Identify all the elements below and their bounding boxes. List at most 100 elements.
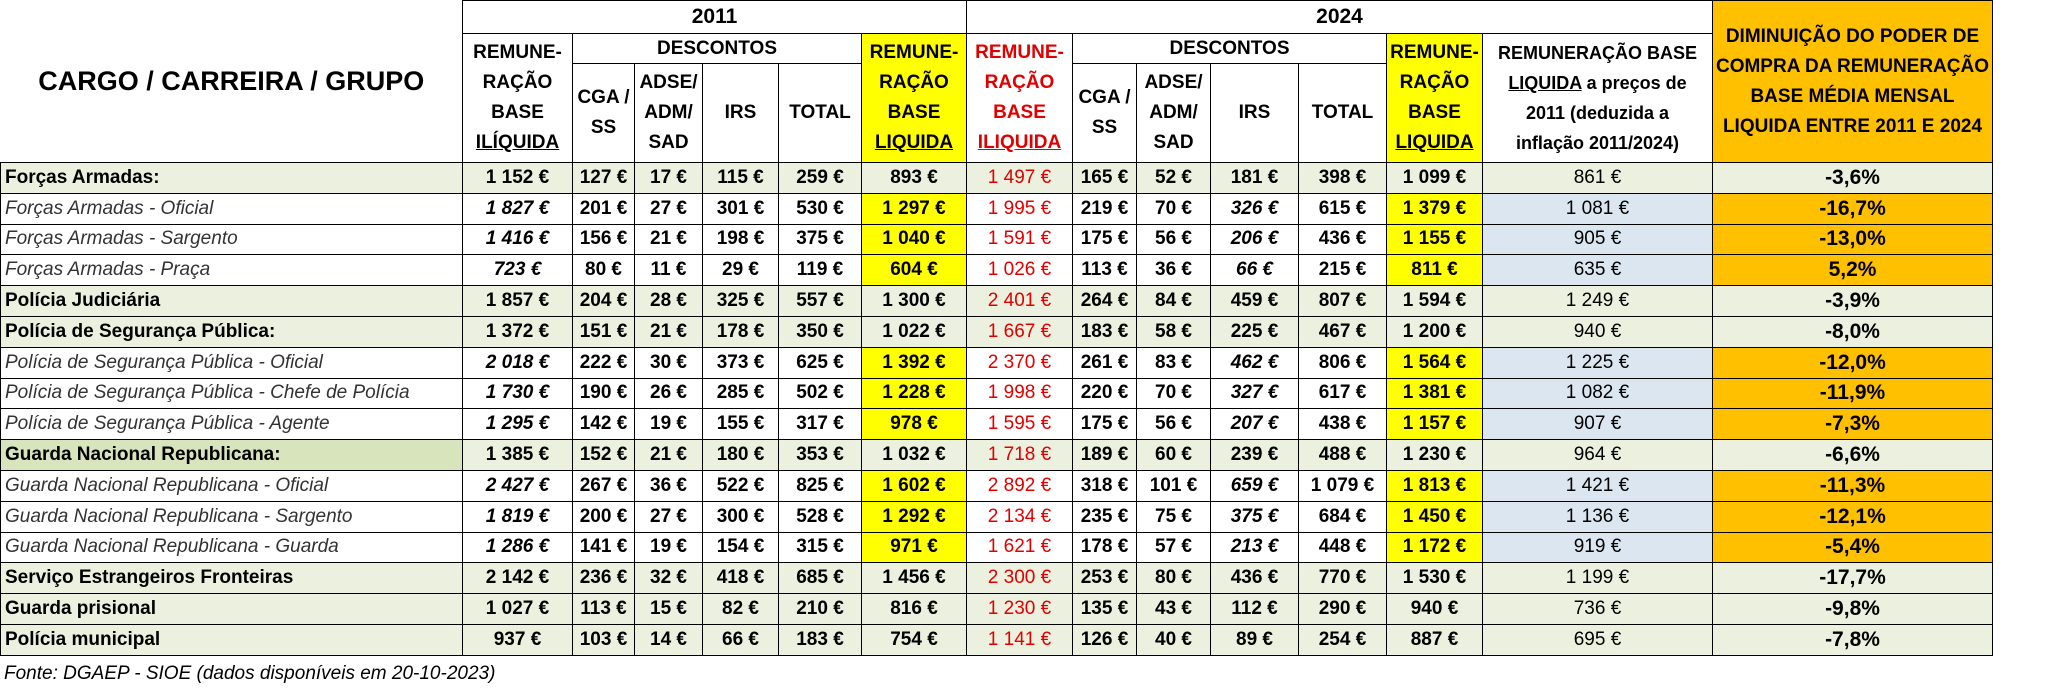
row-cell: 36 € <box>634 469 703 502</box>
row-cell: 488 € <box>1298 439 1387 471</box>
row-cell: 21 € <box>634 315 703 348</box>
row-cell: 604 € <box>861 254 967 287</box>
row-cell: -12,1% <box>1712 500 1993 533</box>
row-cell: 2 142 € <box>462 562 573 595</box>
row-cell: 215 € <box>1298 254 1387 287</box>
row-name: Forças Armadas - Sargento <box>0 223 463 256</box>
row-cell: 89 € <box>1210 623 1299 656</box>
row-name: Guarda Nacional Republicana - Sargento <box>0 500 463 533</box>
row-cell: 326 € <box>1210 192 1299 225</box>
row-cell: 375 € <box>1210 500 1299 533</box>
row-cell: 189 € <box>1072 439 1137 471</box>
row-cell: 220 € <box>1072 377 1137 410</box>
row-cell: 80 € <box>572 254 635 287</box>
row-cell: 5,2% <box>1712 254 1993 287</box>
row-cell: 1 026 € <box>966 254 1073 287</box>
row-cell: 327 € <box>1210 377 1299 410</box>
row-cell: 56 € <box>1136 223 1211 256</box>
row-cell: 1 136 € <box>1482 500 1713 533</box>
row-cell: 1 602 € <box>861 469 967 502</box>
row-cell: 1 155 € <box>1386 223 1483 256</box>
row-cell: 893 € <box>861 162 967 194</box>
table-row: Serviço Estrangeiros Fronteiras 2 142 €23… <box>0 562 1993 595</box>
row-cell: 502 € <box>778 377 862 410</box>
header-diminuicao: DIMINUIÇÃO DO PODER DE COMPRA DA REMUNER… <box>1712 0 1993 163</box>
row-cell: 58 € <box>1136 315 1211 348</box>
row-cell: 1 040 € <box>861 223 967 256</box>
row-cell: 684 € <box>1298 500 1387 533</box>
row-cell: 315 € <box>778 531 862 564</box>
row-cell: 66 € <box>1210 254 1299 287</box>
row-cell: 528 € <box>778 500 862 533</box>
row-cell: 615 € <box>1298 192 1387 225</box>
header-liq-2011: REMUNE- RAÇÃO BASE LIQUIDA <box>861 33 967 163</box>
row-cell: 530 € <box>778 192 862 225</box>
row-cell: -8,0% <box>1712 315 1993 348</box>
row-cell: 57 € <box>1136 531 1211 564</box>
header-base-precos: REMUNERAÇÃO BASE LIQUIDA a preços de 201… <box>1482 33 1713 163</box>
row-cell: 418 € <box>702 562 779 595</box>
row-cell: 152 € <box>572 439 635 471</box>
row-cell: 1 995 € <box>966 192 1073 225</box>
row-cell: 1 379 € <box>1386 192 1483 225</box>
row-cell: 462 € <box>1210 346 1299 379</box>
row-cell: -13,0% <box>1712 223 1993 256</box>
row-cell: 1 372 € <box>462 315 573 348</box>
row-cell: 2 300 € <box>966 562 1073 595</box>
row-cell: 225 € <box>1210 315 1299 348</box>
row-cell: 264 € <box>1072 285 1137 317</box>
row-cell: 1 286 € <box>462 531 573 564</box>
row-cell: 825 € <box>778 469 862 502</box>
row-cell: 154 € <box>702 531 779 564</box>
row-cell: 222 € <box>572 346 635 379</box>
header-descontos-2011: DESCONTOS <box>572 33 862 64</box>
row-cell: 201 € <box>572 192 635 225</box>
row-cell: -6,6% <box>1712 439 1993 471</box>
row-cell: 770 € <box>1298 562 1387 595</box>
row-cell: 181 € <box>1210 162 1299 194</box>
table-row: Forças Armadas - Praça 723 €80 €11 €29 €1… <box>0 254 1993 287</box>
row-cell: 267 € <box>572 469 635 502</box>
header-year-2024: 2024 <box>966 0 1713 34</box>
row-name: Forças Armadas - Praça <box>0 254 463 287</box>
row-cell: 353 € <box>778 439 862 471</box>
header-remun-2011: REMUNE- RAÇÃO BASE ILÍQUIDA <box>462 33 573 163</box>
row-cell: -5,4% <box>1712 531 1993 564</box>
row-cell: 1 595 € <box>966 408 1073 441</box>
row-cell: 26 € <box>634 377 703 410</box>
row-cell: 1 081 € <box>1482 192 1713 225</box>
table-row: Polícia Judiciária 1 857 €204 €28 €325 €5… <box>0 285 1993 317</box>
row-cell: 695 € <box>1482 623 1713 656</box>
row-cell: 971 € <box>861 531 967 564</box>
row-cell: 467 € <box>1298 315 1387 348</box>
row-cell: 219 € <box>1072 192 1137 225</box>
header-descontos-2024: DESCONTOS <box>1072 33 1387 64</box>
row-cell: 1 032 € <box>861 439 967 471</box>
row-cell: 861 € <box>1482 162 1713 194</box>
row-cell: 1 497 € <box>966 162 1073 194</box>
row-cell: 17 € <box>634 162 703 194</box>
row-cell: 126 € <box>1072 623 1137 656</box>
row-cell: 436 € <box>1298 223 1387 256</box>
table-row: Guarda prisional 1 027 €113 €15 €82 €210 … <box>0 593 1993 625</box>
row-cell: 52 € <box>1136 162 1211 194</box>
row-cell: 1 667 € <box>966 315 1073 348</box>
row-cell: 373 € <box>702 346 779 379</box>
table-row: Guarda Nacional Republicana - Oficial 2 4… <box>0 469 1993 502</box>
table-row: Guarda Nacional Republicana - Guarda 1 28… <box>0 531 1993 564</box>
row-cell: 736 € <box>1482 593 1713 625</box>
row-cell: 155 € <box>702 408 779 441</box>
row-name: Guarda Nacional Republicana - Oficial <box>0 469 463 502</box>
row-cell: 82 € <box>702 593 779 625</box>
row-cell: 1 230 € <box>1386 439 1483 471</box>
row-cell: 1 141 € <box>966 623 1073 656</box>
row-cell: 1 813 € <box>1386 469 1483 502</box>
table-row: Polícia de Segurança Pública - Chefe de … <box>0 377 1993 410</box>
row-cell: 978 € <box>861 408 967 441</box>
table-row: Polícia de Segurança Pública - Oficial 2 … <box>0 346 1993 379</box>
row-cell: 300 € <box>702 500 779 533</box>
row-cell: 1 297 € <box>861 192 967 225</box>
row-cell: 325 € <box>702 285 779 317</box>
row-cell: 21 € <box>634 223 703 256</box>
